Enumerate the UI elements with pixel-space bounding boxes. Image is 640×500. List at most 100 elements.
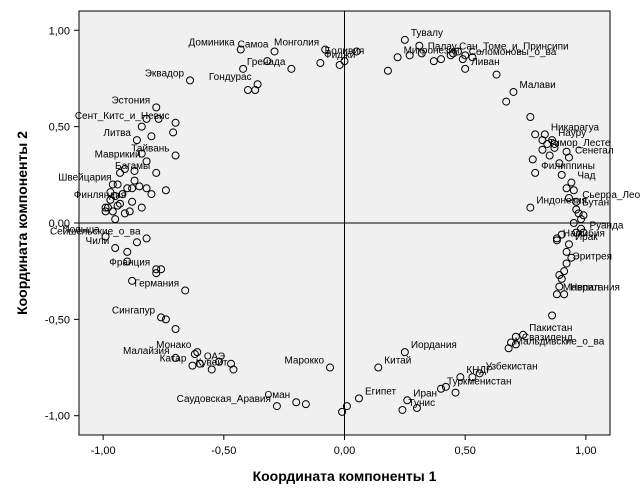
scatter-point	[342, 402, 351, 411]
point-label: Сан_Томе_и_Принсипи	[459, 41, 568, 52]
scatter-point	[461, 64, 470, 73]
point-label: Мавритания	[563, 282, 620, 293]
scatter-point	[468, 53, 477, 62]
scatter-point	[154, 114, 163, 123]
point-label: Швейцария	[58, 172, 111, 183]
scatter-point	[111, 215, 120, 224]
scatter-point	[552, 234, 561, 243]
point-label: Оман	[264, 390, 290, 401]
point-label: Иордания	[411, 340, 457, 351]
scatter-point	[400, 348, 409, 357]
point-label: Малайзия	[123, 346, 170, 357]
scatter-point	[137, 203, 146, 212]
point-label: Доминика	[189, 38, 236, 49]
scatter-point	[412, 404, 421, 413]
point-label: ОАЭ	[204, 352, 225, 363]
scatter-point	[550, 143, 559, 152]
point-label: КНДР	[466, 365, 493, 376]
scatter-point	[502, 97, 511, 106]
point-label: Ливан	[471, 57, 499, 68]
scatter-point	[132, 136, 141, 145]
scatter-point	[123, 247, 132, 256]
point-label: Сенегал	[575, 145, 614, 156]
scatter-point	[188, 361, 197, 370]
point-label: Тунис	[408, 398, 435, 409]
scatter-point	[511, 332, 520, 341]
scatter-point	[152, 103, 161, 112]
scatter-point	[552, 290, 561, 299]
point-label: Туркменистан	[447, 377, 511, 388]
point-label: Финляндия	[74, 190, 126, 201]
point-label: Филиппины	[541, 161, 595, 172]
point-label: Мальдивские_о_ва	[515, 336, 605, 347]
scatter-point	[152, 168, 161, 177]
scatter-point	[340, 57, 349, 66]
scatter-point	[449, 49, 458, 58]
scatter-point	[142, 234, 151, 243]
point-label: Эритрея	[573, 251, 612, 262]
point-label: Саудовская_Аравия	[177, 394, 271, 405]
scatter-point	[572, 197, 581, 206]
scatter-point	[451, 388, 460, 397]
point-label: Малави	[519, 80, 555, 91]
y-axis-title: Координата компоненты 2	[14, 131, 30, 315]
scatter-point	[562, 147, 571, 156]
scatter-point	[393, 53, 402, 62]
scatter-point	[181, 286, 190, 295]
scatter-point	[555, 271, 564, 280]
scatter-point	[142, 184, 151, 193]
scatter-point	[557, 274, 566, 283]
scatter-point	[251, 86, 260, 95]
scatter-point	[157, 313, 166, 322]
scatter-point	[511, 340, 520, 349]
point-label: Эквадор	[145, 68, 185, 79]
axis-ticks: -1,00 -0,50 0,00 0,50 1,00 -1,00 -0,50 0,00 0,50…	[45, 25, 597, 457]
scatter-point	[137, 149, 146, 158]
point-label: Гондурас	[209, 72, 252, 83]
x-tick-label: -0,50	[211, 445, 236, 457]
scatter-point	[116, 168, 125, 177]
scatter-point	[526, 203, 535, 212]
scatter-point	[383, 66, 392, 75]
scatter-point	[171, 325, 180, 333]
scatter-point	[548, 136, 557, 145]
scatter-point	[509, 87, 518, 96]
point-label: Сингапур	[112, 305, 156, 316]
scatter-point	[374, 363, 383, 372]
scatter-point	[272, 402, 281, 411]
scatter-point	[120, 165, 129, 174]
point-label: Иран	[413, 388, 437, 399]
scatter-point	[446, 51, 455, 60]
scatter-point	[161, 315, 170, 324]
scatter-point	[560, 267, 569, 276]
point-label: Монголия	[274, 38, 319, 49]
point-label: Непал	[570, 282, 600, 293]
point-label: Сент_Китс_и_Невис	[75, 111, 170, 122]
scatter-point	[101, 207, 110, 216]
scatter-point	[130, 176, 139, 185]
point-label: Индонезия	[536, 196, 587, 207]
scatter-point	[171, 118, 180, 127]
x-tick-label: 0,00	[334, 445, 355, 457]
scatter-point	[562, 184, 571, 193]
scatter-point	[193, 348, 202, 357]
scatter-point	[572, 205, 581, 214]
scatter-point	[125, 207, 134, 216]
scatter-point	[492, 70, 501, 79]
point-label: Намибия	[563, 227, 605, 239]
scatter-point	[263, 57, 272, 66]
scatter-point	[132, 238, 141, 247]
point-label: Фиджи	[324, 50, 355, 61]
scatter-point	[106, 195, 115, 204]
point-label: Палау	[428, 41, 457, 52]
scatter-point	[557, 170, 566, 179]
scatter-point	[403, 396, 412, 405]
scatter-point	[398, 405, 407, 414]
point-label: Узбекистан	[486, 360, 538, 372]
point-label: Сьерра_Леоне	[582, 190, 640, 201]
point-label: Сейшельские_о_ва	[50, 226, 141, 237]
point-label: Пакистан	[529, 323, 572, 334]
scatter-point	[101, 232, 110, 241]
scatter-point	[538, 136, 547, 145]
